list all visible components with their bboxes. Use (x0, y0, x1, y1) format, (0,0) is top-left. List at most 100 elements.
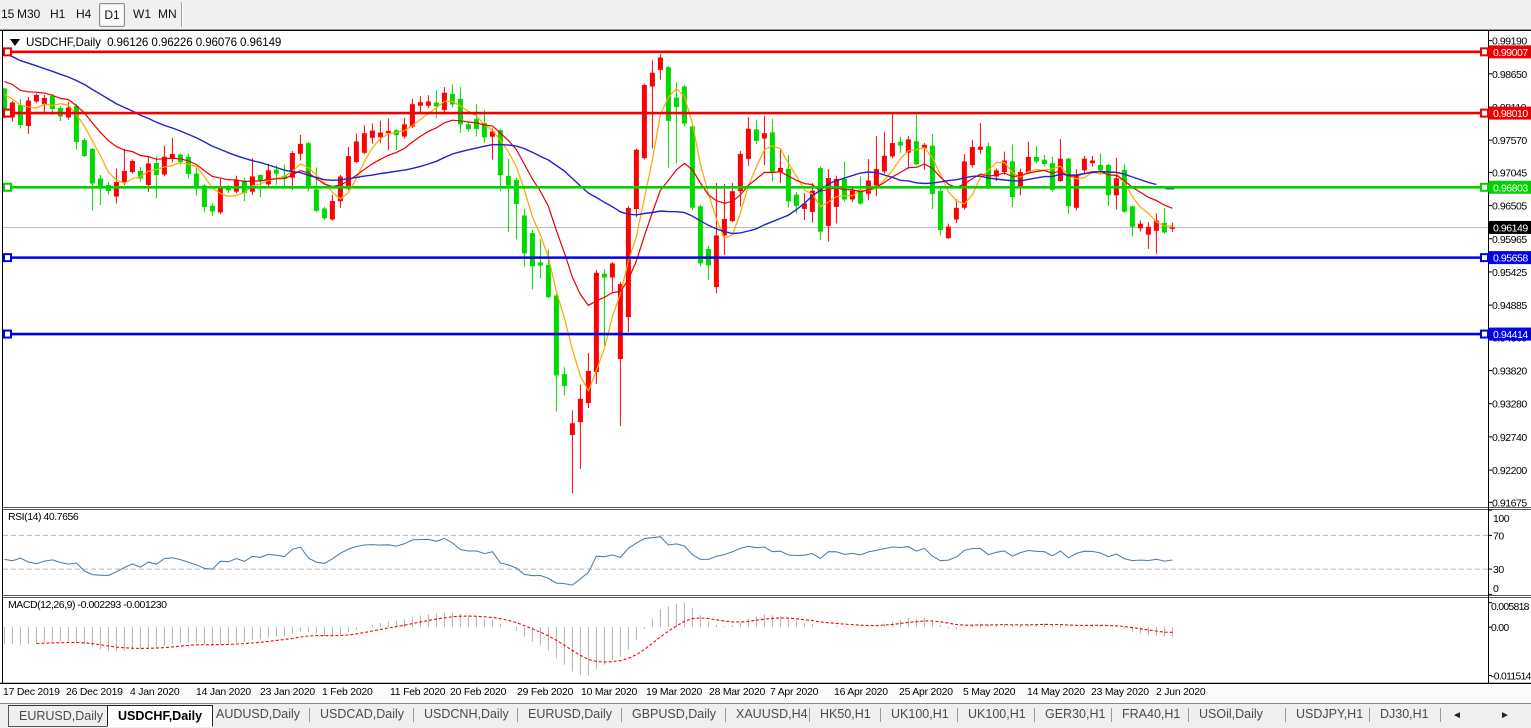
macd-label: MACD(12,26,9) -0.002293 -0.001230 (8, 599, 167, 611)
candle-body-bull (1089, 160, 1095, 164)
chart-tab-uk100-h1[interactable]: UK100,H1 (891, 707, 949, 721)
tab-scroll-left-icon[interactable]: ◄ (1452, 710, 1462, 721)
hline-handle-left-0.95658[interactable] (3, 253, 12, 263)
candle-body-bear (481, 122, 487, 138)
candle (121, 148, 127, 185)
candle-body-bull (873, 169, 879, 186)
chart-tab-fra40-h1[interactable]: FRA40,H1 (1122, 707, 1181, 721)
timeframe-button-w1[interactable]: W1 (133, 7, 151, 21)
hline-handle-right-0.95658[interactable] (1480, 253, 1489, 263)
candle (305, 141, 311, 192)
chart-tab-usdcnh-daily[interactable]: USDCNH,Daily (424, 707, 509, 721)
hline-handle-right-0.94414[interactable] (1480, 329, 1489, 339)
tab-separator (1188, 708, 1189, 722)
candle-body-bull (377, 132, 383, 138)
candle (441, 87, 447, 114)
rsi-tick-label: 100 (1493, 513, 1510, 525)
candle-body-bull (801, 203, 807, 209)
tab-scroll-right-icon[interactable]: ► (1500, 710, 1510, 721)
timeframe-button-mn[interactable]: MN (158, 7, 177, 21)
hline-handle-left-0.98010[interactable] (3, 108, 12, 118)
timeframe-button-h1[interactable]: H1 (50, 7, 66, 21)
chart-tab-usoil-daily[interactable]: USOil,Daily (1199, 707, 1263, 721)
hline-handle-right-0.98010[interactable] (1480, 108, 1489, 118)
tab-separator (1034, 708, 1035, 722)
tab-separator (957, 708, 958, 722)
chart-tab-eurusd-daily[interactable]: EURUSD,Daily (8, 705, 115, 727)
candle-body-bear (281, 175, 287, 179)
chart-tab-usdjpy-h1[interactable]: USDJPY,H1 (1296, 707, 1364, 721)
hline-handle-left-0.96803[interactable] (3, 182, 12, 192)
candle-body-bull (1025, 156, 1031, 173)
candle (1105, 163, 1111, 207)
candle-body-bear (985, 146, 991, 188)
candle (833, 175, 839, 224)
candle-body-bear (89, 148, 95, 184)
candle-body-bear (769, 132, 775, 173)
candle (641, 83, 647, 160)
hline-handle-right-0.99007[interactable] (1480, 47, 1489, 57)
candle (329, 195, 335, 221)
candle-body-bear (793, 194, 799, 206)
candle (289, 151, 295, 190)
time-axis-label: 23 Jan 2020 (260, 687, 315, 698)
candle (657, 54, 663, 80)
hline-axis-label: 0.99007 (1493, 47, 1528, 59)
time-axis-label: 10 Mar 2020 (581, 687, 638, 698)
collapse-triangle-icon[interactable] (10, 39, 20, 46)
timeframe-button-d1[interactable]: D1 (99, 3, 125, 27)
hline-handle-left-0.99007[interactable] (3, 47, 12, 57)
candle (257, 174, 263, 198)
chart-tab-audusd-daily[interactable]: AUDUSD,Daily (216, 707, 301, 721)
candle-body-bull (329, 201, 335, 220)
time-axis-label: 23 May 2020 (1091, 687, 1149, 698)
chart-canvas[interactable]: 0.991900.986500.981100.975700.970450.965… (0, 31, 1531, 684)
candle (1169, 222, 1175, 232)
candle (129, 159, 135, 174)
candle-body-bull (889, 143, 895, 157)
timeframe-toolbar: M15M30 H1 H4 D1 W1 MN (0, 0, 1531, 30)
chart-tab-xauusd-h4[interactable]: XAUUSD,H4 (736, 707, 808, 721)
candle (1017, 168, 1023, 196)
chart-tab-usdcad-daily[interactable]: USDCAD,Daily (320, 707, 405, 721)
candle (809, 183, 815, 223)
candle (673, 82, 679, 164)
hline-handle-left-0.94414[interactable] (3, 329, 12, 339)
chart-tab-dj30-h1[interactable]: DJ30,H1 (1380, 707, 1429, 721)
candle-body-bear (273, 169, 279, 174)
candle-body-bull (1169, 227, 1175, 229)
hline-handle-right-0.96803[interactable] (1480, 182, 1489, 192)
chart-tab-eurusd-daily[interactable]: EURUSD,Daily (528, 707, 613, 721)
candle-body-bear (537, 262, 543, 266)
chart-tab-ger30-h1[interactable]: GER30,H1 (1045, 707, 1106, 721)
candle (801, 192, 807, 221)
candle-body-bear (553, 295, 559, 376)
timeframe-button-m15[interactable]: M15 (0, 7, 15, 21)
candle-body-bull (921, 144, 927, 149)
candle (49, 93, 55, 116)
candle (761, 115, 767, 166)
candle-body-bull (833, 178, 839, 207)
timeframe-button-h4[interactable]: H4 (76, 7, 92, 21)
tab-separator (1369, 708, 1370, 722)
chart-tab-uk100-h1[interactable]: UK100,H1 (968, 707, 1026, 721)
candle-body-bull (9, 102, 15, 118)
timeframe-button-m30[interactable]: M30 (17, 7, 41, 21)
chart-tab-hk50-h1[interactable]: HK50,H1 (820, 707, 871, 721)
candle-body-bear (665, 67, 671, 121)
rsi-tick-label: 0 (1493, 583, 1499, 595)
candle-body-bear (1041, 159, 1047, 164)
candle-body-bull (1017, 172, 1023, 187)
chart-tab-usdchf-daily[interactable]: USDCHF,Daily (107, 705, 214, 727)
price-tick-label: 0.94885 (1492, 300, 1527, 312)
candle (529, 229, 535, 290)
candle (977, 122, 983, 154)
candle (697, 204, 703, 267)
candle-body-bull (593, 272, 599, 373)
chart-title-ohlc: 0.96126 0.96226 0.96076 0.96149 (107, 36, 282, 49)
chart-tab-gbpusd-daily[interactable]: GBPUSD,Daily (632, 707, 717, 721)
candle-body-bear (785, 168, 791, 202)
candle (649, 60, 655, 149)
candle-body-bear (225, 187, 231, 191)
candle (913, 114, 919, 166)
